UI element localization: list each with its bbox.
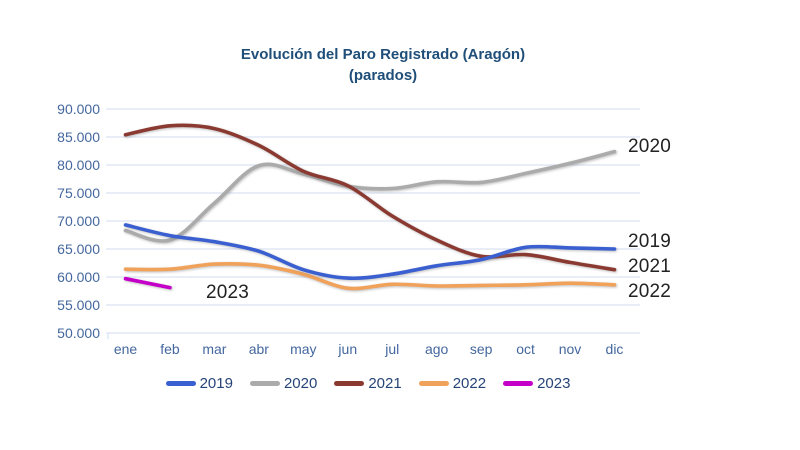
x-tick-label: ago xyxy=(424,341,449,357)
legend-label: 2021 xyxy=(368,375,402,392)
legend-line-swatch xyxy=(165,381,196,386)
legend-item-2019: 2019 xyxy=(165,375,233,392)
legend-label: 2020 xyxy=(283,375,318,392)
chart-legend: 2019 2020 2021 2022 2023 xyxy=(0,375,800,392)
x-tick-label: jul xyxy=(385,341,400,357)
series-year-label: 2021 xyxy=(628,256,672,277)
series-line-2020 xyxy=(123,149,617,243)
x-tick-label: ene xyxy=(113,341,138,357)
legend-item-2021: 2021 xyxy=(334,375,402,392)
series-year-label: 2020 xyxy=(628,136,672,157)
y-tick-label: 50.000 xyxy=(57,325,100,341)
x-tick-label: mar xyxy=(202,341,227,357)
series-line-2023 xyxy=(123,276,172,290)
y-tick-label: 65.000 xyxy=(57,241,100,257)
x-tick-label: feb xyxy=(160,341,180,357)
legend-label: 2022 xyxy=(452,375,487,392)
chart-title: Evolución del Paro Registrado (Aragón) xyxy=(240,46,526,63)
series-line-2022 xyxy=(123,261,617,291)
legend-item-2022: 2022 xyxy=(418,375,487,392)
x-tick-label: dic xyxy=(605,341,624,357)
legend-item-2023: 2023 xyxy=(503,375,570,392)
legend-line-swatch xyxy=(334,381,365,386)
x-tick-label: may xyxy=(290,341,317,357)
y-tick-label: 70.000 xyxy=(57,213,100,229)
x-tick-label: nov xyxy=(558,341,582,357)
y-tick-label: 55.000 xyxy=(57,297,100,313)
y-tick-label: 60.000 xyxy=(57,269,100,285)
x-tick-label: oct xyxy=(516,341,535,357)
legend-line-swatch xyxy=(503,381,534,386)
legend-line-swatch xyxy=(249,381,280,386)
x-tick-label: sep xyxy=(469,341,493,357)
y-tick-label: 75.000 xyxy=(57,185,100,201)
legend-line-swatch xyxy=(418,381,449,386)
legend-label: 2023 xyxy=(537,375,571,392)
x-tick-label: jun xyxy=(338,341,358,357)
series-year-label: 2022 xyxy=(628,281,672,302)
y-tick-label: 90.000 xyxy=(57,101,100,117)
legend-label: 2019 xyxy=(199,375,233,392)
series-year-label: 2019 xyxy=(628,231,672,252)
series-line-2019 xyxy=(123,223,617,281)
series-year-label: 2023 xyxy=(206,282,250,303)
y-tick-label: 80.000 xyxy=(57,157,100,173)
y-tick-label: 85.000 xyxy=(57,129,100,145)
legend-item-2020: 2020 xyxy=(249,375,318,392)
x-tick-label: abr xyxy=(248,341,269,357)
chart-subtitle: (parados) xyxy=(348,67,418,84)
series-line-2021 xyxy=(123,123,617,272)
chart-title-block: Evolución del Paro Registrado (Aragón) (… xyxy=(0,44,800,86)
